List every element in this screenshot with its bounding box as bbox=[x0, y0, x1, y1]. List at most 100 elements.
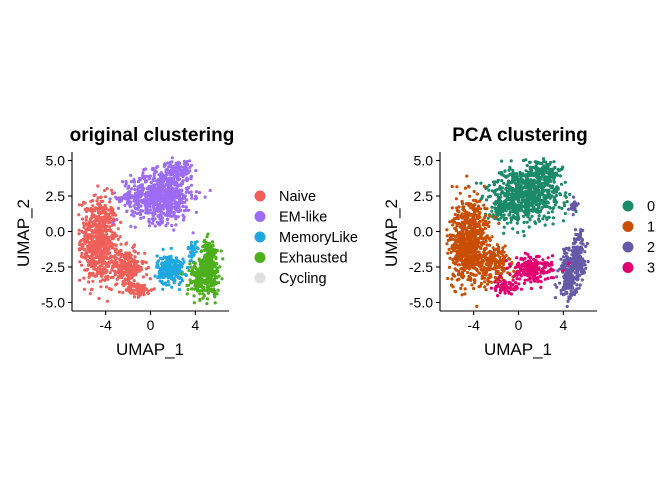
data-point bbox=[472, 218, 476, 222]
x-tick-label: 0 bbox=[515, 317, 523, 333]
data-point bbox=[110, 234, 114, 238]
legend-item: 3 bbox=[622, 261, 655, 277]
data-point bbox=[550, 194, 554, 198]
data-point bbox=[221, 257, 225, 261]
data-point bbox=[208, 263, 213, 267]
data-point bbox=[116, 237, 120, 241]
data-point bbox=[456, 216, 460, 221]
data-point bbox=[499, 259, 503, 263]
data-point bbox=[468, 226, 473, 230]
data-point bbox=[128, 277, 132, 281]
data-point bbox=[133, 210, 137, 215]
data-point bbox=[91, 259, 95, 263]
data-point bbox=[97, 216, 101, 220]
data-point bbox=[468, 251, 473, 255]
data-point bbox=[511, 215, 515, 219]
data-point bbox=[569, 289, 573, 293]
data-point bbox=[459, 246, 463, 250]
y-tick-label: -2.5 bbox=[41, 259, 65, 275]
data-point bbox=[482, 216, 486, 220]
data-point bbox=[110, 265, 114, 270]
data-point bbox=[135, 288, 139, 292]
data-point bbox=[559, 257, 563, 261]
data-point bbox=[546, 166, 550, 170]
data-point bbox=[481, 271, 486, 275]
data-point bbox=[525, 182, 529, 186]
data-point bbox=[164, 283, 169, 287]
data-point bbox=[538, 261, 542, 265]
data-point bbox=[473, 278, 477, 282]
data-point bbox=[576, 268, 580, 272]
data-point bbox=[77, 213, 81, 217]
series-2 bbox=[553, 195, 590, 309]
data-point bbox=[547, 215, 551, 219]
data-point bbox=[511, 171, 515, 175]
data-point bbox=[568, 270, 572, 274]
data-point bbox=[481, 228, 485, 232]
data-point bbox=[483, 226, 487, 231]
data-point bbox=[480, 263, 484, 268]
data-point bbox=[135, 270, 139, 274]
data-point bbox=[177, 282, 181, 287]
data-point bbox=[189, 240, 194, 244]
chart-title: original clustering bbox=[70, 125, 235, 146]
data-point bbox=[463, 186, 467, 190]
data-point bbox=[540, 269, 544, 273]
data-point bbox=[501, 257, 505, 261]
data-point bbox=[485, 234, 489, 238]
data-point bbox=[496, 269, 500, 273]
data-point bbox=[88, 250, 92, 254]
data-point bbox=[501, 285, 505, 289]
data-point bbox=[82, 276, 86, 280]
data-point bbox=[497, 221, 501, 226]
data-point bbox=[528, 260, 532, 264]
y-tick-label: -5.0 bbox=[41, 294, 65, 310]
data-point bbox=[545, 270, 549, 275]
data-point bbox=[202, 248, 206, 252]
data-point bbox=[507, 256, 511, 260]
data-point bbox=[471, 215, 476, 220]
data-point bbox=[466, 236, 470, 241]
data-point bbox=[97, 202, 101, 206]
data-point bbox=[108, 200, 112, 204]
data-point bbox=[101, 278, 105, 282]
series-memorylike bbox=[153, 240, 200, 292]
data-point bbox=[176, 210, 180, 214]
data-point bbox=[550, 254, 555, 258]
data-point bbox=[180, 277, 184, 281]
data-point bbox=[450, 219, 454, 223]
data-point bbox=[166, 258, 170, 262]
data-point bbox=[189, 190, 193, 194]
axes: -4 0 4-5.0-2.50.02.55.0 bbox=[41, 152, 229, 333]
data-point bbox=[528, 187, 532, 191]
data-point bbox=[88, 217, 93, 221]
data-point bbox=[166, 161, 170, 165]
data-point bbox=[558, 281, 562, 285]
data-point bbox=[205, 274, 209, 278]
data-point bbox=[484, 262, 488, 266]
data-point bbox=[91, 204, 95, 208]
data-point bbox=[92, 220, 96, 224]
data-point bbox=[132, 178, 136, 182]
data-point bbox=[81, 255, 85, 259]
data-point bbox=[136, 251, 140, 255]
data-point bbox=[573, 228, 578, 232]
data-point bbox=[85, 222, 89, 226]
data-point bbox=[565, 273, 569, 277]
data-point bbox=[565, 304, 569, 309]
series-1 bbox=[445, 174, 516, 308]
data-point bbox=[583, 259, 587, 263]
chart-title: PCA clustering bbox=[452, 125, 588, 146]
y-tick-label: 5.0 bbox=[414, 153, 434, 169]
legend-item: MemoryLike bbox=[254, 230, 358, 246]
data-point bbox=[460, 283, 464, 287]
y-tick-label: 2.5 bbox=[46, 188, 66, 204]
data-point bbox=[166, 276, 170, 280]
data-point bbox=[139, 268, 144, 272]
data-point bbox=[536, 178, 541, 182]
data-point bbox=[524, 158, 528, 162]
x-axis-title: UMAP_1 bbox=[484, 340, 552, 359]
data-point bbox=[528, 180, 532, 184]
data-point bbox=[523, 210, 527, 215]
